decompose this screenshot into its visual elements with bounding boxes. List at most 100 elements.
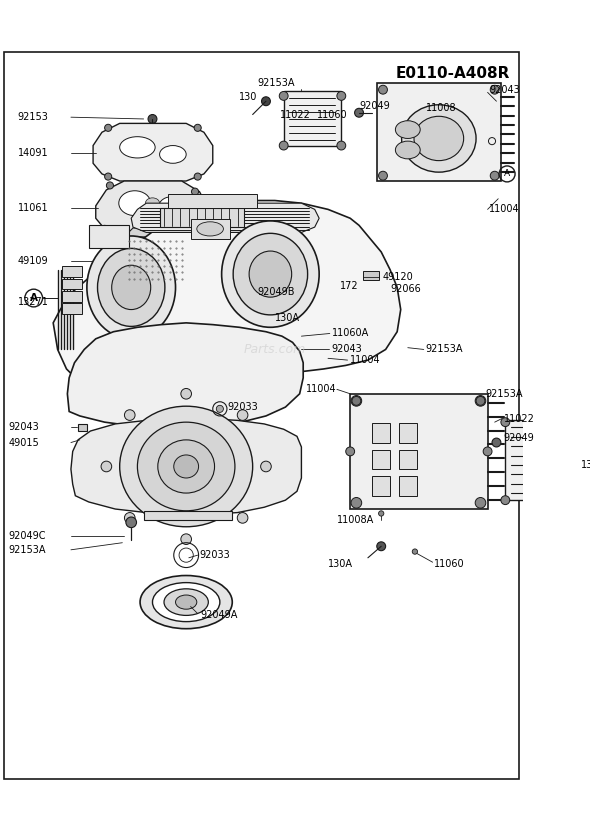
Circle shape bbox=[483, 447, 492, 456]
Bar bbox=[78, 424, 87, 431]
Circle shape bbox=[181, 534, 192, 544]
Circle shape bbox=[379, 285, 384, 290]
Circle shape bbox=[475, 498, 486, 508]
Bar bbox=[159, 208, 244, 227]
Circle shape bbox=[261, 312, 270, 321]
Text: Parts.com: Parts.com bbox=[244, 343, 306, 356]
Text: 49109: 49109 bbox=[18, 256, 48, 266]
Bar bbox=[372, 476, 390, 496]
Ellipse shape bbox=[159, 145, 186, 163]
Circle shape bbox=[337, 91, 346, 101]
Ellipse shape bbox=[119, 191, 150, 215]
Circle shape bbox=[412, 549, 418, 554]
Bar bbox=[62, 303, 81, 314]
Circle shape bbox=[279, 141, 288, 150]
Circle shape bbox=[377, 542, 386, 551]
Ellipse shape bbox=[414, 116, 464, 160]
Circle shape bbox=[237, 410, 248, 420]
Circle shape bbox=[570, 451, 579, 460]
Bar bbox=[372, 423, 390, 443]
Polygon shape bbox=[131, 203, 319, 233]
Ellipse shape bbox=[158, 197, 183, 222]
Text: 172: 172 bbox=[340, 281, 359, 291]
Circle shape bbox=[192, 188, 199, 195]
Circle shape bbox=[570, 500, 579, 509]
Bar bbox=[62, 291, 81, 302]
Bar bbox=[168, 194, 257, 208]
Text: 11022: 11022 bbox=[280, 110, 311, 120]
Bar bbox=[124, 237, 186, 283]
Circle shape bbox=[379, 86, 388, 94]
Text: 130: 130 bbox=[581, 460, 590, 470]
Circle shape bbox=[355, 108, 363, 117]
Ellipse shape bbox=[395, 141, 420, 159]
Ellipse shape bbox=[402, 105, 476, 172]
Ellipse shape bbox=[120, 136, 155, 158]
Text: 11022: 11022 bbox=[503, 414, 535, 424]
Text: E0110-A408R: E0110-A408R bbox=[395, 66, 510, 81]
Ellipse shape bbox=[197, 222, 224, 236]
Text: A: A bbox=[30, 293, 38, 303]
Bar bbox=[284, 91, 341, 145]
Text: 92049A: 92049A bbox=[201, 611, 238, 621]
Bar bbox=[350, 394, 487, 509]
Text: 14091: 14091 bbox=[18, 148, 48, 158]
Circle shape bbox=[124, 410, 135, 420]
Circle shape bbox=[490, 86, 499, 94]
Text: 49120: 49120 bbox=[383, 272, 414, 282]
Ellipse shape bbox=[87, 236, 176, 339]
Text: 13271: 13271 bbox=[18, 297, 48, 307]
Text: 92033: 92033 bbox=[199, 550, 230, 560]
Text: 92153A: 92153A bbox=[9, 545, 47, 555]
Circle shape bbox=[279, 91, 288, 101]
Ellipse shape bbox=[112, 265, 150, 310]
Ellipse shape bbox=[140, 576, 232, 629]
Text: 92153A: 92153A bbox=[486, 389, 523, 399]
Circle shape bbox=[126, 517, 136, 528]
Circle shape bbox=[475, 396, 486, 406]
Text: 11060: 11060 bbox=[434, 559, 465, 569]
Bar bbox=[399, 450, 417, 470]
Circle shape bbox=[351, 396, 362, 406]
Circle shape bbox=[559, 418, 568, 426]
Text: 92043: 92043 bbox=[332, 345, 362, 355]
Polygon shape bbox=[67, 323, 303, 427]
Circle shape bbox=[501, 496, 510, 504]
Ellipse shape bbox=[174, 455, 199, 478]
Text: A: A bbox=[504, 170, 510, 179]
Bar bbox=[505, 420, 563, 500]
Ellipse shape bbox=[158, 440, 215, 493]
Text: 49015: 49015 bbox=[9, 438, 40, 448]
Ellipse shape bbox=[222, 221, 319, 327]
Bar bbox=[88, 225, 129, 248]
Circle shape bbox=[104, 173, 112, 180]
Text: 92153A: 92153A bbox=[425, 345, 463, 355]
Bar bbox=[143, 511, 232, 519]
Circle shape bbox=[379, 511, 384, 516]
Circle shape bbox=[337, 141, 346, 150]
Text: 92153A: 92153A bbox=[257, 78, 294, 88]
Ellipse shape bbox=[395, 120, 420, 139]
Text: 11060: 11060 bbox=[317, 110, 348, 120]
Bar bbox=[399, 476, 417, 496]
Ellipse shape bbox=[233, 234, 307, 315]
Circle shape bbox=[492, 438, 501, 447]
Circle shape bbox=[379, 171, 388, 180]
Bar bbox=[191, 219, 231, 238]
Polygon shape bbox=[93, 123, 213, 181]
Circle shape bbox=[352, 396, 361, 406]
Circle shape bbox=[194, 173, 201, 180]
Bar bbox=[363, 272, 379, 280]
Text: 11060A: 11060A bbox=[332, 328, 370, 338]
Circle shape bbox=[148, 299, 153, 304]
Circle shape bbox=[148, 115, 157, 123]
Circle shape bbox=[346, 447, 355, 456]
Polygon shape bbox=[71, 419, 301, 514]
Ellipse shape bbox=[137, 422, 235, 511]
Text: 92066: 92066 bbox=[390, 284, 421, 294]
Circle shape bbox=[490, 171, 499, 180]
Polygon shape bbox=[186, 228, 195, 283]
Bar bbox=[62, 278, 81, 289]
Text: 92153: 92153 bbox=[18, 112, 48, 122]
Circle shape bbox=[476, 396, 485, 406]
